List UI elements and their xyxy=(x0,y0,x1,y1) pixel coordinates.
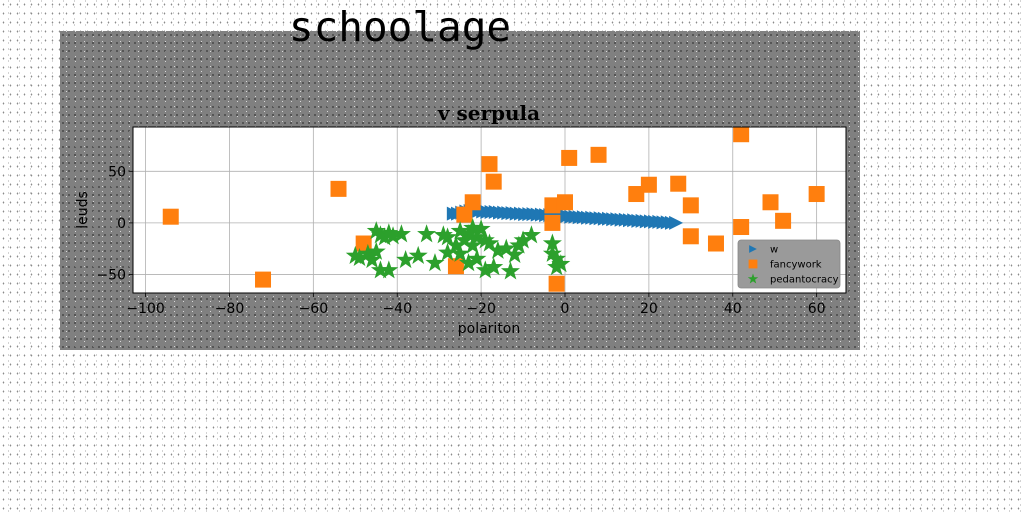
pedantocracy-point xyxy=(379,223,399,242)
x-tick-label: 60 xyxy=(808,301,826,317)
figure-suptitle: schoolage xyxy=(288,3,512,51)
pedantocracy-point xyxy=(521,225,541,244)
fancywork-point xyxy=(456,206,473,223)
pedantocracy-point xyxy=(459,253,479,272)
fancywork-point xyxy=(733,127,750,143)
fancywork-point xyxy=(544,214,561,231)
pedantocracy-point xyxy=(417,224,437,243)
legend-label-fancywork: fancywork xyxy=(770,260,822,271)
pedantocracy-point xyxy=(391,224,411,243)
pedantocracy-point xyxy=(438,242,458,261)
x-tick-label: −80 xyxy=(215,301,245,317)
pedantocracy-point xyxy=(542,243,562,262)
fancywork-point xyxy=(640,176,657,193)
pedantocracy-point xyxy=(463,235,483,254)
chart-title: v serpula xyxy=(437,101,540,125)
pedantocracy-point xyxy=(370,260,390,279)
pedantocracy-point xyxy=(366,241,386,260)
pedantocracy-point xyxy=(505,244,525,263)
pedantocracy-point xyxy=(379,260,399,279)
pedantocracy-point xyxy=(471,219,491,238)
fancywork-point xyxy=(775,212,792,229)
w-point xyxy=(669,215,684,230)
fancywork-point xyxy=(330,180,347,197)
fancywork-point xyxy=(162,208,179,225)
pedantocracy-point xyxy=(358,243,378,262)
axis-ticks: −100 −80 −60 −40 −20 0 20 40 60 −50 0 50 xyxy=(96,164,825,317)
pedantocracy-point xyxy=(500,261,520,280)
y-tick-label: 0 xyxy=(117,216,126,232)
x-tick-label: −100 xyxy=(126,301,164,317)
series-pedantocracy xyxy=(345,218,571,280)
data-marks xyxy=(162,127,825,292)
fancywork-point xyxy=(464,194,481,211)
fancywork-point xyxy=(762,194,779,211)
pedantocracy-point xyxy=(366,221,386,240)
fancywork-point xyxy=(481,156,498,173)
pedantocracy-point xyxy=(496,238,516,257)
legend-label-pedantocracy: pedantocracy xyxy=(770,275,839,286)
fancywork-point xyxy=(485,173,502,190)
fancywork-point xyxy=(561,149,578,166)
fancywork-point xyxy=(548,275,565,292)
pedantocracy-point xyxy=(542,233,562,252)
pedantocracy-point xyxy=(446,235,466,254)
legend-marker-fancywork xyxy=(748,259,758,269)
pedantocracy-point xyxy=(438,227,458,246)
pedantocracy-point xyxy=(551,254,571,273)
pedantocracy-point xyxy=(450,221,470,240)
pedantocracy-point xyxy=(463,218,483,237)
pedantocracy-point xyxy=(362,250,382,269)
fancywork-point xyxy=(255,271,272,288)
pedantocracy-point xyxy=(547,257,567,276)
plot-frame xyxy=(132,126,847,294)
x-axis-label: polariton xyxy=(458,321,521,337)
pedantocracy-point xyxy=(408,245,428,264)
pedantocracy-point xyxy=(488,240,508,259)
legend-label-w: w xyxy=(770,245,778,256)
fancywork-point xyxy=(808,186,825,203)
pedantocracy-point xyxy=(467,248,487,268)
y-tick-label: −50 xyxy=(96,267,126,283)
x-tick-label: −40 xyxy=(382,301,412,317)
pedantocracy-point xyxy=(349,247,369,267)
fancywork-point xyxy=(707,235,724,252)
legend: w fancywork pedantocracy xyxy=(737,239,841,289)
pedantocracy-point xyxy=(484,257,504,276)
fancywork-point xyxy=(628,186,645,203)
pedantocracy-point xyxy=(513,230,533,249)
x-tick-label: −60 xyxy=(299,301,329,317)
x-tick-label: 40 xyxy=(724,301,742,317)
pedantocracy-point xyxy=(479,233,500,252)
fancywork-point xyxy=(670,175,687,192)
x-tick-label: 0 xyxy=(561,301,570,317)
pedantocracy-point xyxy=(450,243,470,262)
fancywork-point xyxy=(682,228,699,245)
fancywork-point xyxy=(447,258,464,275)
pedantocracy-point xyxy=(425,253,445,272)
fancywork-point xyxy=(556,194,573,211)
pedantocracy-point xyxy=(383,226,403,245)
pedantocracy-point xyxy=(396,250,416,269)
x-tick-label: 20 xyxy=(640,301,658,317)
series-fancywork xyxy=(162,127,825,292)
pedantocracy-point xyxy=(475,230,495,249)
legend-marker-pedantocracy xyxy=(747,273,759,284)
fancywork-point xyxy=(733,219,750,236)
x-tick-label: −20 xyxy=(466,301,496,317)
fancywork-point xyxy=(544,197,561,214)
y-tick-label: 50 xyxy=(108,164,126,180)
fancywork-point xyxy=(682,197,699,214)
fancywork-point xyxy=(590,146,607,163)
legend-box xyxy=(737,239,841,289)
pedantocracy-point xyxy=(467,227,487,246)
legend-marker-w xyxy=(749,245,757,253)
pedantocracy-point xyxy=(475,260,495,279)
y-axis-label: leuds xyxy=(75,191,91,229)
